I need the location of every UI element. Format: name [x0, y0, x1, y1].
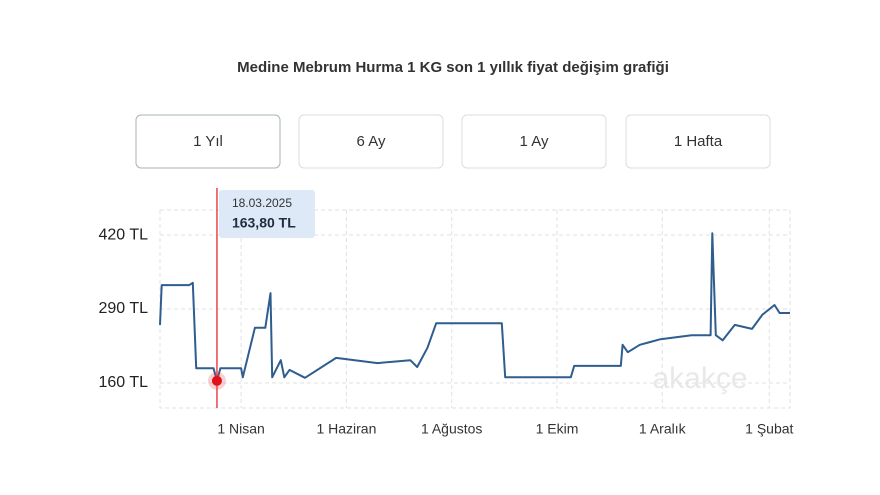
range-button[interactable]: 6 Ay	[298, 114, 444, 169]
chart-title: Medine Mebrum Hurma 1 KG son 1 yıllık fi…	[237, 59, 669, 76]
range-button[interactable]: 1 Hafta	[625, 114, 771, 169]
x-tick-label: 1 Aralık	[639, 421, 687, 437]
button-box	[625, 114, 771, 169]
range-button[interactable]: 1 Ay	[461, 114, 607, 169]
tooltip-date: 18.03.2025	[232, 196, 292, 210]
y-tick-label: 160 TL	[98, 374, 148, 391]
button-box	[298, 114, 444, 169]
x-tick-label: 1 Haziran	[316, 421, 376, 437]
watermark: akakçe	[652, 362, 747, 395]
range-button[interactable]: 1 Yıl	[135, 114, 281, 169]
x-tick-label: 1 Ağustos	[421, 421, 483, 437]
tooltip-box	[218, 190, 315, 238]
x-tick-label: 1 Nisan	[217, 421, 264, 437]
hover-dot	[211, 375, 222, 386]
button-label: 1 Hafta	[674, 133, 723, 150]
tooltip-value: 163,80 TL	[232, 215, 296, 231]
x-tick-label: 1 Şubat	[745, 421, 793, 437]
y-tick-label: 290 TL	[98, 300, 148, 317]
button-label: 1 Ay	[520, 133, 549, 150]
button-label: 6 Ay	[357, 133, 386, 150]
y-tick-label: 420 TL	[98, 226, 148, 243]
button-box	[135, 114, 281, 169]
button-box	[461, 114, 607, 169]
price-line	[159, 232, 790, 382]
button-label: 1 Yıl	[193, 133, 223, 150]
x-tick-label: 1 Ekim	[536, 421, 579, 437]
